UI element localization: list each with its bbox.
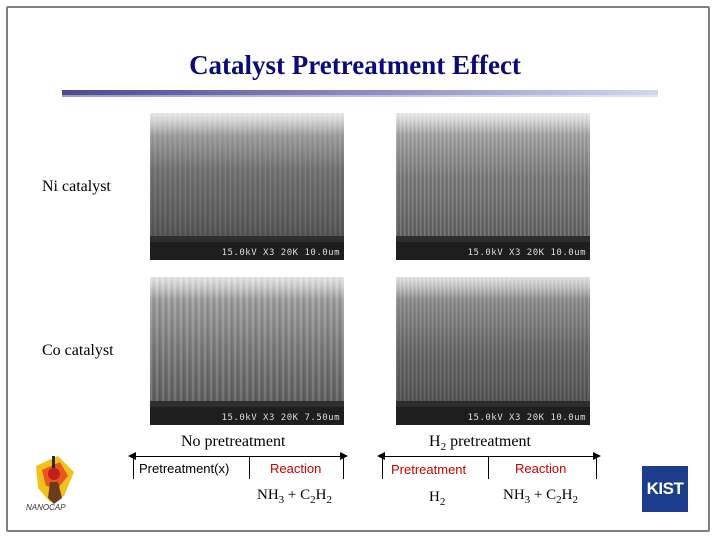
tube-tips-highlight — [396, 113, 590, 135]
substrate-layer — [150, 236, 344, 242]
sem-image-co-no-pretreatment: 15.0kV X3 20K 7.50um — [150, 277, 344, 425]
substrate-layer — [150, 401, 344, 407]
timeline-left-tick-end — [343, 457, 344, 479]
timeline-left-tick-mid — [249, 457, 250, 479]
timeline-left — [133, 456, 343, 457]
sem-info-bar — [396, 407, 590, 425]
gas-c-sub: 2 — [556, 494, 562, 506]
header-suffix: pretreatment — [446, 433, 531, 450]
timeline-left-arrow-end — [340, 452, 348, 460]
row-label-co: Co catalyst — [42, 342, 114, 359]
gas-c-sub: 2 — [310, 494, 316, 506]
sem-info-bar — [150, 242, 344, 260]
sem-scale-text: 15.0kV X3 20K 10.0um — [467, 248, 586, 258]
timeline-right-arrow-end — [593, 452, 601, 460]
timeline-right-arrow-start — [377, 452, 385, 460]
gas-h: H — [315, 487, 327, 503]
column-header-h2-pretreatment: H2 pretreatment — [429, 433, 531, 453]
gas-h2-sub: 2 — [439, 496, 446, 508]
sem-scale-text: 15.0kV X3 20K 7.50um — [221, 413, 340, 423]
sem-scale-text: 15.0kV X3 20K 10.0um — [467, 413, 586, 423]
slide-frame — [6, 6, 710, 532]
gas-h: H — [561, 487, 573, 503]
sem-info-bar — [396, 242, 590, 260]
header-h-subscript: 2 — [440, 441, 447, 454]
tube-tips-highlight — [150, 277, 344, 299]
sem-image-ni-no-pretreatment: 15.0kV X3 20K 10.0um — [150, 113, 344, 260]
title-underline-shadow — [62, 95, 658, 97]
sem-image-co-h2-pretreatment: 15.0kV X3 20K 10.0um — [396, 277, 590, 425]
substrate-layer — [396, 236, 590, 242]
timeline-left-tick-start — [133, 457, 134, 479]
sem-image-ni-h2-pretreatment: 15.0kV X3 20K 10.0um — [396, 113, 590, 260]
step-pretreatment-h2: Pretreatment — [391, 462, 467, 477]
gas-c: + C — [530, 487, 557, 503]
nanocap-logo-icon — [36, 456, 74, 504]
gas-nh-sub: 3 — [524, 494, 531, 506]
gas-h2: H — [429, 489, 440, 505]
gas-reaction-right: NH3 + C2H2 — [503, 487, 578, 506]
substrate-layer — [396, 401, 590, 407]
gas-h-sub: 2 — [326, 494, 332, 506]
kist-logo: KIST — [642, 466, 688, 512]
step-reaction-right: Reaction — [515, 461, 567, 476]
row-label-ni: Ni catalyst — [42, 178, 111, 195]
sem-scale-text: 15.0kV X3 20K 10.0um — [221, 248, 340, 258]
slide-title: Catalyst Pretreatment Effect — [189, 50, 521, 80]
gas-nh-sub: 3 — [278, 494, 285, 506]
header-h-symbol: H — [429, 433, 441, 450]
timeline-right-tick-end — [596, 457, 597, 479]
tube-tips-highlight — [396, 277, 590, 299]
gas-nh: NH — [257, 487, 279, 503]
column-header-no-pretreatment: No pretreatment — [181, 433, 286, 450]
timeline-right-tick-mid — [488, 457, 489, 479]
step-pretreatment-none: Pretreatment(x) — [139, 461, 230, 476]
gas-c: + C — [284, 487, 311, 503]
tube-tips-highlight — [150, 113, 344, 135]
gas-nh: NH — [503, 487, 525, 503]
gas-pretreatment-right: H2 — [429, 489, 445, 508]
gas-reaction-left: NH3 + C2H2 — [257, 487, 332, 506]
step-reaction-left: Reaction — [270, 461, 322, 476]
timeline-right — [382, 456, 596, 457]
timeline-right-tick-start — [382, 457, 383, 479]
nanocap-logo-caption: NANOCAP — [26, 503, 66, 512]
sem-info-bar — [150, 407, 344, 425]
title-underline — [62, 90, 658, 95]
gas-h-sub: 2 — [572, 494, 578, 506]
timeline-left-arrow-start — [128, 452, 136, 460]
